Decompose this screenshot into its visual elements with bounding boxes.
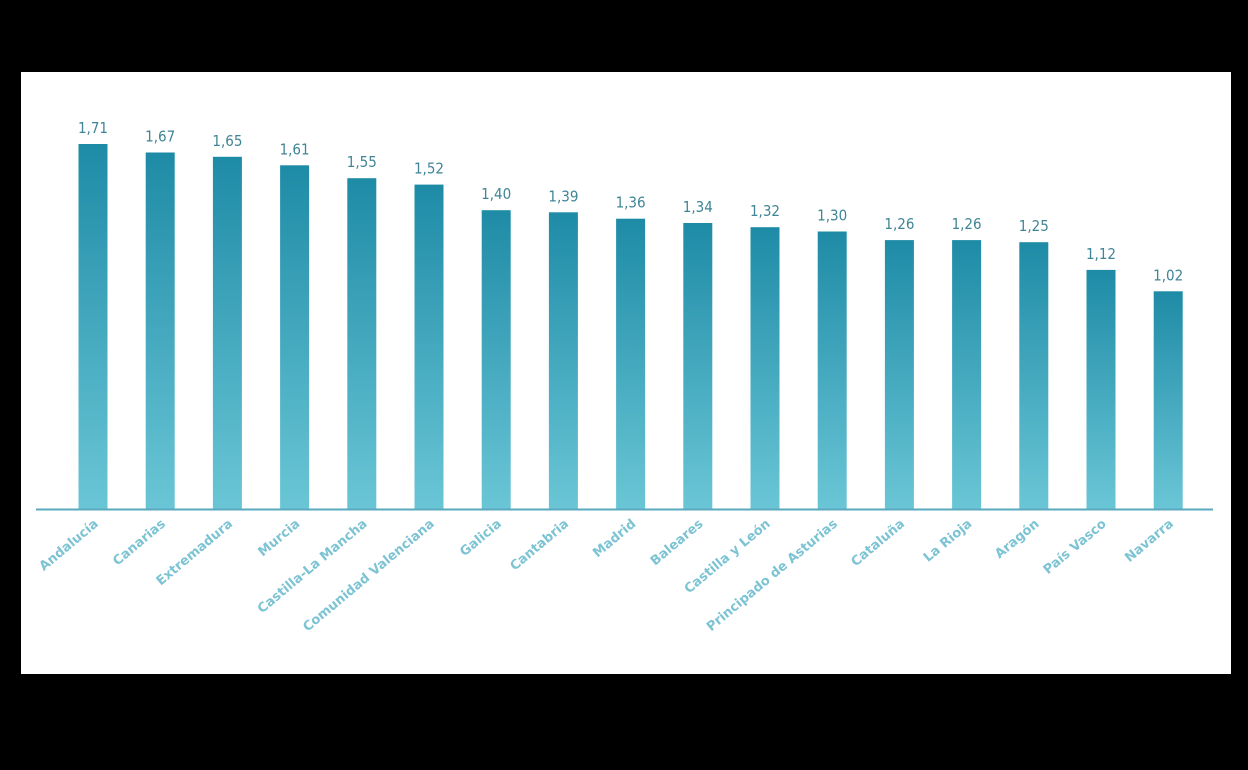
bar: [78, 144, 108, 509]
bar-value-label: 1,67: [145, 128, 175, 146]
bar-value-label: 1,52: [414, 160, 444, 178]
category-label: Cantabria: [508, 517, 572, 574]
category-label: Andalucía: [37, 517, 102, 575]
bar: [750, 227, 780, 509]
bar: [683, 223, 713, 509]
category-label: Aragón: [992, 517, 1042, 562]
bar: [952, 240, 982, 509]
category-label: Galicia: [457, 517, 504, 560]
category-label: Comunidad Valenciana: [300, 517, 437, 636]
bar: [1086, 269, 1116, 509]
bar: [1153, 291, 1183, 509]
bar: [817, 231, 847, 509]
bar-value-label: 1,26: [884, 215, 914, 233]
bar-value-label: 1,30: [817, 207, 847, 225]
bar: [616, 218, 646, 509]
bar-value-label: 1,65: [212, 132, 242, 150]
bar-value-label: 1,12: [1086, 245, 1116, 263]
category-label: Principado de Asturias: [704, 516, 841, 634]
category-label: Madrid: [590, 517, 639, 561]
bar-value-label: 1,71: [78, 119, 108, 137]
category-label: Baleares: [648, 516, 707, 569]
bar: [1019, 242, 1049, 509]
bar: [548, 212, 578, 510]
bars-group: [78, 144, 1183, 510]
category-label: Canarias: [110, 516, 169, 569]
bar-value-label: 1,25: [1019, 217, 1049, 235]
category-label: Castilla-La Mancha: [255, 517, 370, 617]
bar-value-label: 1,34: [683, 198, 713, 216]
category-label: Cataluña: [849, 517, 908, 570]
bar: [414, 184, 444, 509]
bar-value-label: 1,02: [1153, 266, 1183, 284]
bar-value-label: 1,32: [750, 202, 780, 220]
category-label: La Rioja: [921, 517, 975, 566]
category-label: Murcia: [256, 517, 304, 560]
bar-value-label: 1,26: [952, 215, 982, 233]
bar-value-label: 1,55: [347, 153, 377, 171]
bar-value-label: 1,39: [548, 187, 578, 205]
bar: [280, 165, 310, 510]
value-labels-group: 1,71 1,67 1,65 1,61 1,55 1,52 1,40 1,39 1,36 1,34…: [78, 119, 1183, 284]
bar: [347, 178, 377, 509]
bar: [145, 152, 175, 509]
category-label: Navarra: [1122, 517, 1176, 566]
bar-value-label: 1,36: [616, 194, 646, 212]
bar-value-label: 1,40: [481, 185, 511, 203]
bar: [212, 156, 242, 510]
category-label: País Vasco: [1041, 517, 1110, 578]
bar: [884, 240, 914, 509]
bar-value-label: 1,61: [280, 140, 310, 158]
bar: [481, 210, 511, 509]
